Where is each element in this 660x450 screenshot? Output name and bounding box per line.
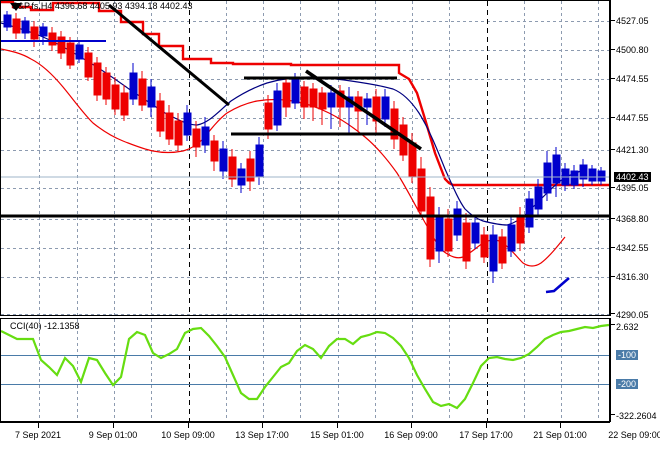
price-axis-tick: 4395.05 [616, 183, 649, 193]
date-axis-tick: 16 Sep 09:00 [384, 430, 438, 440]
current-price-badge: 4402.43 [614, 172, 651, 182]
price-axis-tick: 4342.55 [616, 243, 649, 253]
indicator-axis-ticks [610, 318, 615, 422]
date-axis-ticks [0, 422, 610, 428]
indicator-pane-border [0, 318, 610, 422]
price-axis-tick: 4368.80 [616, 214, 649, 224]
date-axis-tick: 15 Sep 01:00 [310, 430, 364, 440]
date-axis[interactable]: 7 Sep 2021 9 Sep 01:00 10 Sep 09:00 13 S… [0, 430, 660, 450]
date-axis-tick: 17 Sep 17:00 [459, 430, 513, 440]
price-axis-tick: 4500.80 [616, 45, 649, 55]
date-axis-tick: 13 Sep 17:00 [235, 430, 289, 440]
date-axis-tick: 7 Sep 2021 [14, 430, 62, 440]
indicator-level-label: -100 [616, 350, 639, 360]
chart-title: S&P.fs,H4 4396.68 4405.93 4394.18 4402.4… [12, 1, 193, 11]
price-axis-tick: 4474.55 [616, 74, 649, 84]
price-axis-tick: 4290.05 [616, 310, 649, 320]
date-axis-tick: 10 Sep 09:00 [161, 430, 215, 440]
indicator-plot-area[interactable] [1, 319, 609, 421]
price-axis-ticks [610, 0, 615, 316]
price-pane[interactable] [0, 0, 660, 316]
date-axis-tick: 22 Sep 09:00 [608, 430, 660, 440]
day-separator-lines [189, 1, 488, 315]
indicator-day-separators [189, 319, 488, 421]
indicator-title: CCI(40) -12.1358 [10, 321, 80, 331]
vertical-gridlines [39, 1, 599, 315]
price-axis-tick: 4421.30 [616, 145, 649, 155]
indicator-level-label: -200 [616, 379, 639, 389]
cursor-arrow-icon [10, 3, 22, 11]
indicator-axis-tick: -322.2604 [616, 411, 657, 421]
upper-band-line [1, 1, 609, 187]
lower-band-line [1, 48, 566, 267]
price-plot-area[interactable] [1, 1, 609, 315]
price-pane-border [0, 0, 610, 316]
indicator-vertical-gridlines [39, 319, 599, 421]
cci-line [1, 323, 609, 410]
candlestick-series [3, 11, 606, 283]
trendline-lower[interactable] [305, 69, 422, 151]
indicator-chart-svg [1, 319, 609, 421]
price-chart-svg [1, 1, 609, 315]
indicator-level-lines [1, 355, 609, 385]
indicator-axis-tick: 2.632 [616, 322, 639, 332]
price-axis-tick: 4316.30 [616, 272, 649, 282]
price-axis-tick: 4527.05 [616, 16, 649, 26]
bullish-zigzag-marker[interactable] [545, 277, 570, 294]
price-axis-tick: 4447.55 [616, 113, 649, 123]
indicator-pane[interactable] [0, 318, 660, 422]
date-axis-tick: 21 Sep 01:00 [533, 430, 587, 440]
date-axis-tick: 9 Sep 01:00 [88, 430, 138, 440]
trendline-upper[interactable] [108, 3, 230, 107]
